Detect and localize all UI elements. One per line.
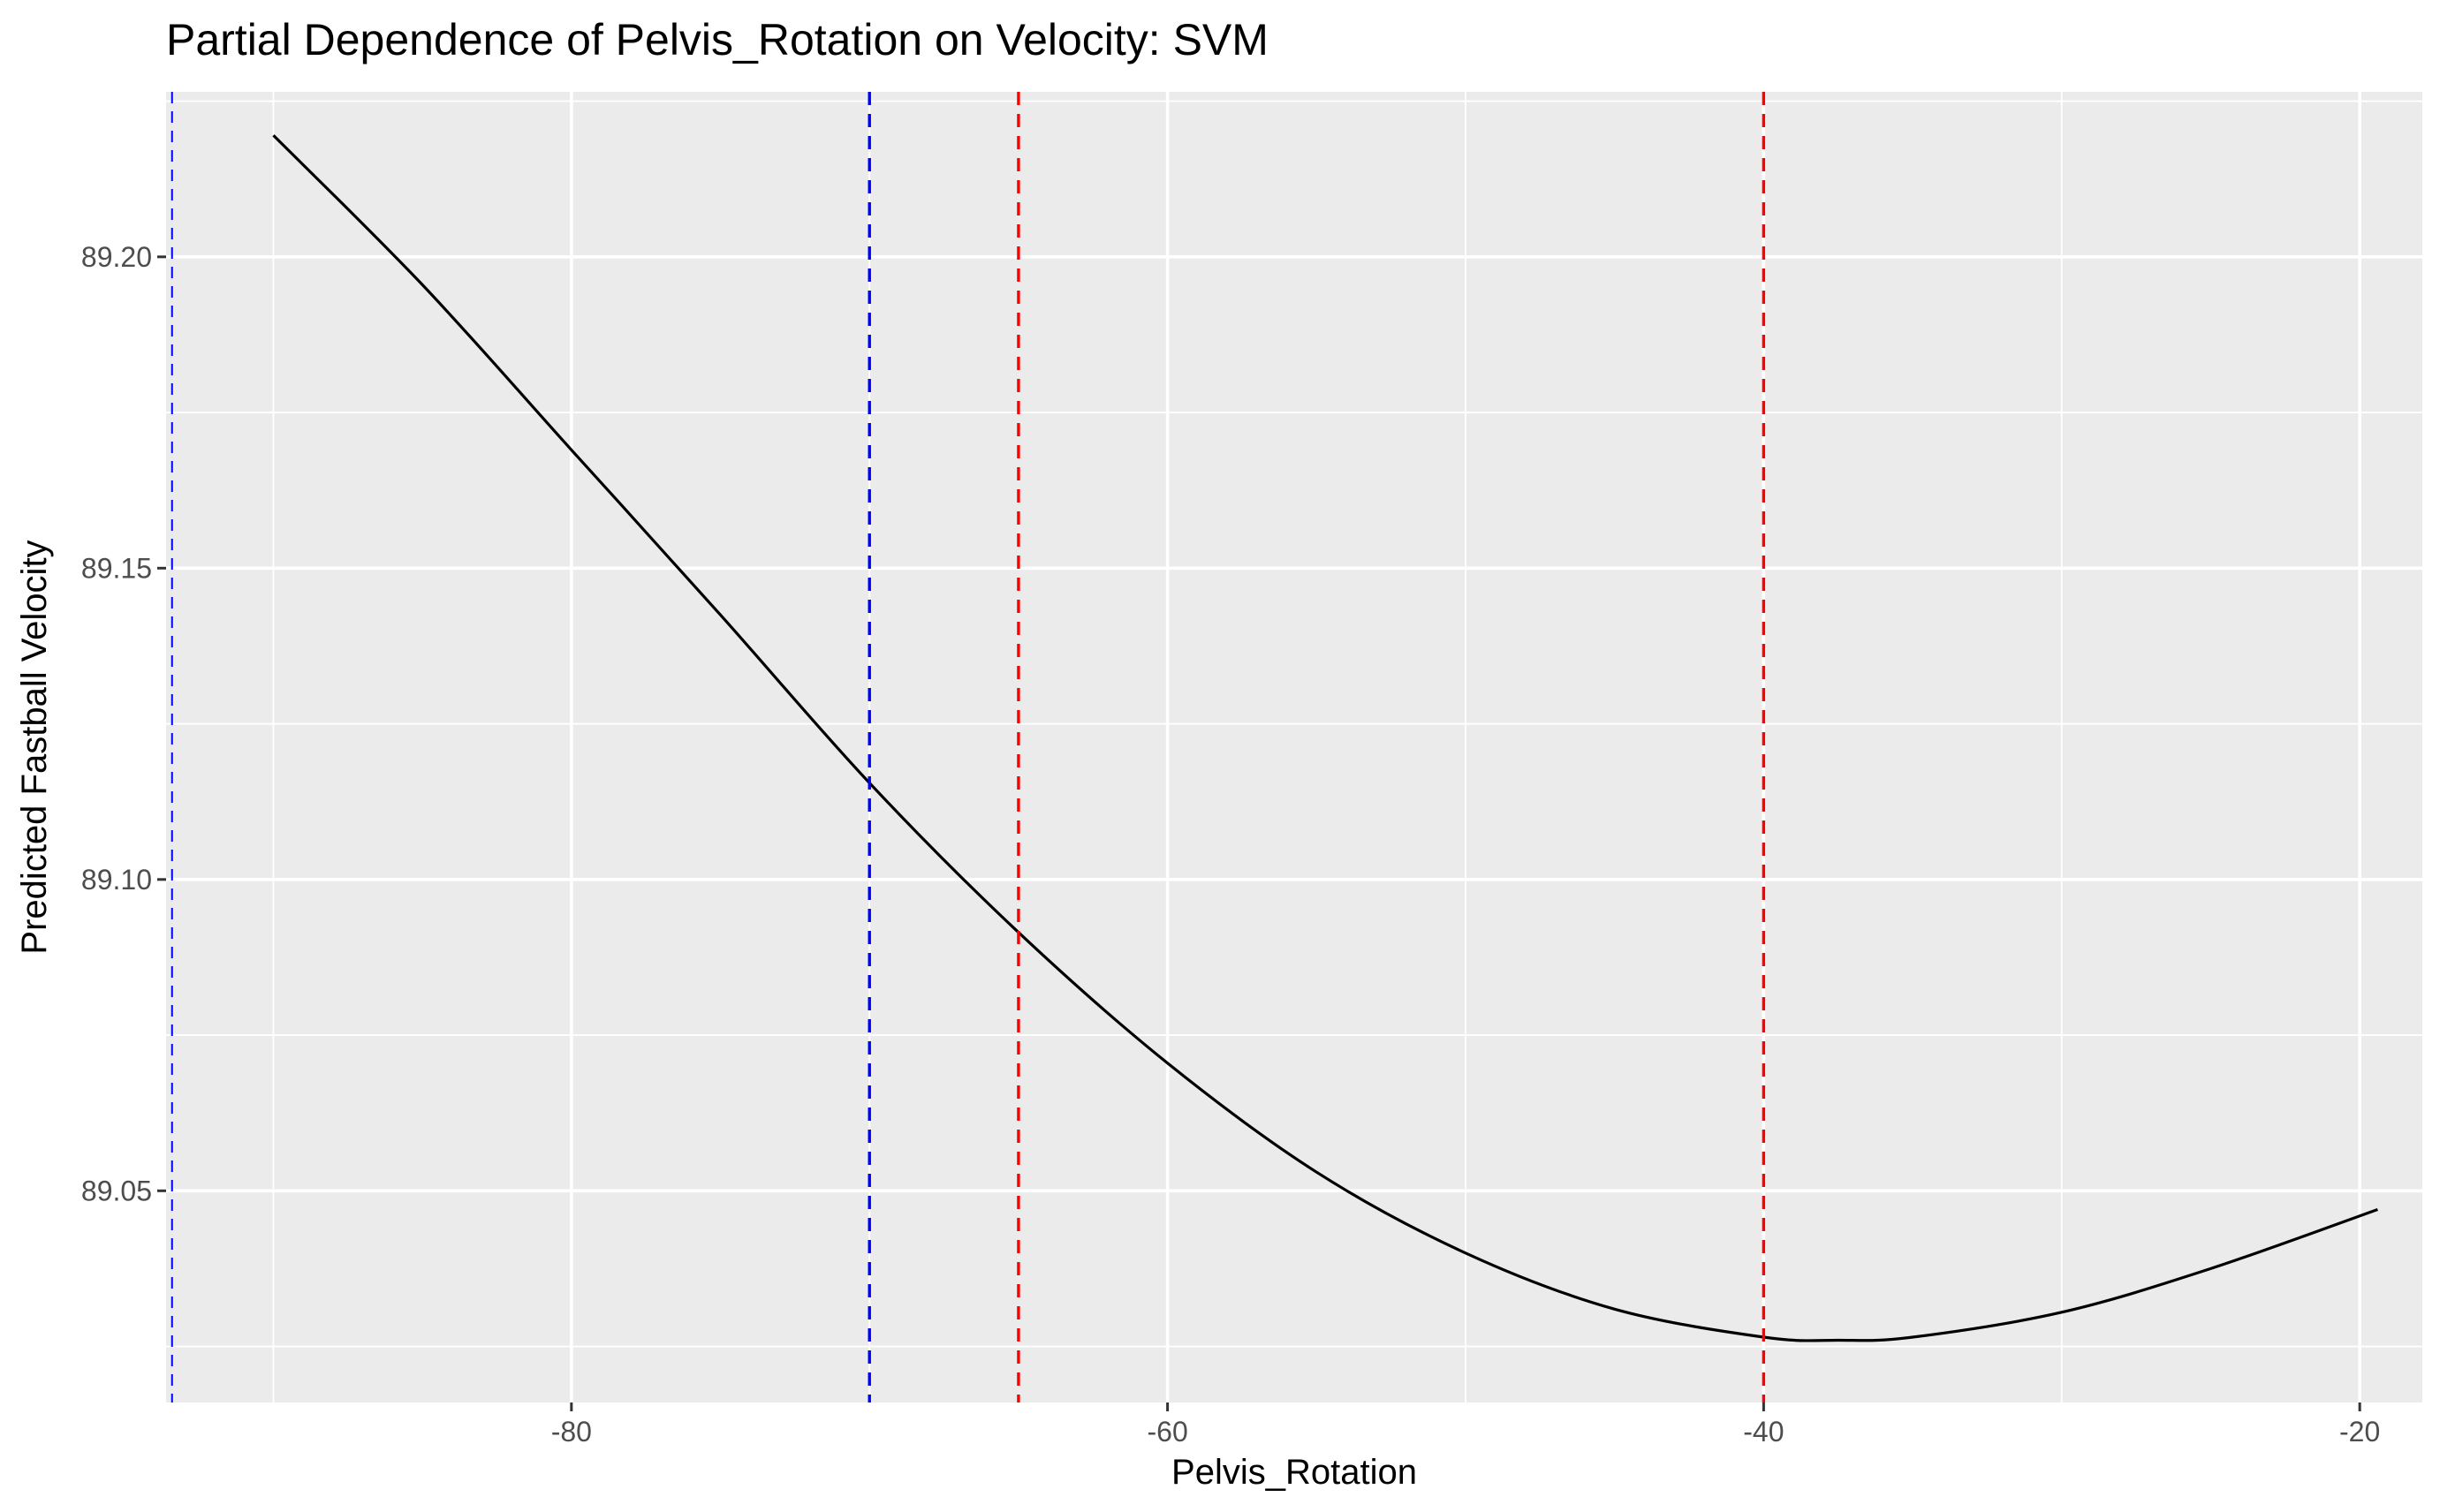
y-tick-label: 89.05 bbox=[81, 1175, 152, 1206]
y-tick-label: 89.10 bbox=[81, 864, 152, 896]
plot-panel bbox=[166, 92, 2422, 1402]
x-tick-label: -60 bbox=[1147, 1416, 1187, 1448]
series-line bbox=[272, 134, 2378, 1342]
major-gridlines bbox=[166, 92, 2422, 1402]
minor-gridlines bbox=[166, 92, 2422, 1402]
x-tick-label: -80 bbox=[551, 1416, 592, 1448]
x-axis-title: Pelvis_Rotation bbox=[1171, 1453, 1417, 1492]
reference-lines bbox=[170, 92, 1766, 1402]
axes: -80 -60 -40 -20 89.05 89.10 89.15 89.20 bbox=[81, 241, 2380, 1448]
x-tick-label: -40 bbox=[1743, 1416, 1784, 1448]
x-tick-label: -20 bbox=[2339, 1416, 2380, 1448]
y-axis-title: Predicted Fastball Velocity bbox=[15, 540, 54, 954]
y-tick-label: 89.20 bbox=[81, 241, 152, 273]
chart-title: Partial Dependence of Pelvis_Rotation on… bbox=[166, 15, 1269, 64]
y-tick-label: 89.15 bbox=[81, 552, 152, 584]
series-layer bbox=[272, 134, 2378, 1342]
